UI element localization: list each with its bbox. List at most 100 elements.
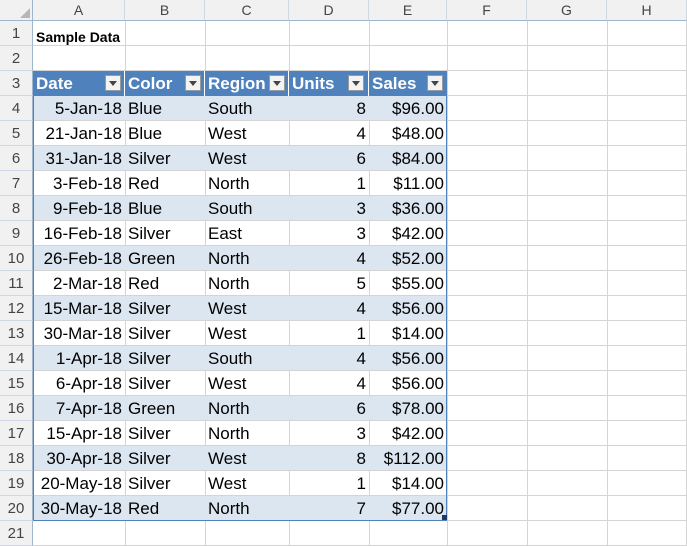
region-filter-dropdown-icon[interactable]	[269, 75, 285, 91]
cell-date[interactable]: 5-Jan-18	[54, 99, 122, 118]
cell-region[interactable]: West	[208, 124, 247, 143]
sample-data-title[interactable]: Sample Data	[36, 29, 121, 45]
row-header[interactable]: 8	[0, 196, 33, 221]
cell-units[interactable]: 1	[356, 324, 366, 343]
column-header-h[interactable]: H	[607, 0, 687, 21]
cell-color[interactable]: Blue	[128, 124, 163, 143]
row-header[interactable]: 19	[0, 471, 33, 496]
column-header-c[interactable]: C	[205, 0, 289, 21]
row-header[interactable]: 1	[0, 21, 33, 46]
cell-region[interactable]: West	[208, 474, 247, 493]
cell-region[interactable]: North	[208, 174, 250, 193]
cell-sales[interactable]: $42.00	[392, 424, 444, 443]
cell-region[interactable]: East	[208, 224, 243, 243]
row-header[interactable]: 16	[0, 396, 33, 421]
column-header-d[interactable]: D	[289, 0, 369, 21]
cell-units[interactable]: 6	[356, 149, 366, 168]
cell-date[interactable]: 2-Mar-18	[53, 274, 122, 293]
cell-units[interactable]: 5	[356, 274, 366, 293]
cell-region[interactable]: North	[208, 274, 250, 293]
row-header[interactable]: 4	[0, 96, 33, 121]
row-header[interactable]: 17	[0, 421, 33, 446]
cell-date[interactable]: 26-Feb-18	[43, 249, 122, 268]
cell-color[interactable]: Silver	[128, 299, 171, 318]
cell-color[interactable]: Green	[128, 399, 176, 418]
cell-color[interactable]: Blue	[128, 99, 163, 118]
cell-color[interactable]: Red	[128, 499, 160, 518]
cell-region[interactable]: South	[208, 99, 253, 118]
cell-units[interactable]: 8	[356, 449, 366, 468]
cell-sales[interactable]: $42.00	[392, 224, 444, 243]
row-header[interactable]: 6	[0, 146, 33, 171]
cell-units[interactable]: 7	[356, 499, 366, 518]
cell-color[interactable]: Silver	[128, 449, 171, 468]
cell-sales[interactable]: $56.00	[392, 349, 444, 368]
cell-sales[interactable]: $56.00	[392, 299, 444, 318]
cell-date[interactable]: 15-Apr-18	[46, 424, 122, 443]
cell-color[interactable]: Silver	[128, 349, 171, 368]
cell-color[interactable]: Red	[128, 274, 160, 293]
row-header[interactable]: 20	[0, 496, 33, 521]
select-all-corner[interactable]	[0, 0, 33, 21]
cell-sales[interactable]: $84.00	[392, 149, 444, 168]
cell-sales[interactable]: $48.00	[392, 124, 444, 143]
cell-sales[interactable]: $36.00	[392, 199, 444, 218]
cell-date[interactable]: 16-Feb-18	[43, 224, 122, 243]
cell-region[interactable]: South	[208, 199, 253, 218]
row-header[interactable]: 5	[0, 121, 33, 146]
cell-date[interactable]: 31-Jan-18	[45, 149, 122, 168]
row-header[interactable]: 3	[0, 71, 33, 96]
cell-color[interactable]: Silver	[128, 224, 171, 243]
row-header[interactable]: 7	[0, 171, 33, 196]
row-header[interactable]: 2	[0, 46, 33, 71]
cell-color[interactable]: Blue	[128, 199, 163, 218]
cell-units[interactable]: 4	[356, 249, 366, 268]
column-header-a[interactable]: A	[33, 0, 125, 21]
cell-region[interactable]: North	[208, 399, 250, 418]
cell-date[interactable]: 1-Apr-18	[55, 349, 122, 368]
cell-units[interactable]: 4	[356, 349, 366, 368]
cell-region[interactable]: North	[208, 249, 250, 268]
cell-region[interactable]: North	[208, 499, 250, 518]
row-header[interactable]: 14	[0, 346, 33, 371]
sales-filter-dropdown-icon[interactable]	[427, 75, 443, 91]
cell-region[interactable]: West	[208, 449, 247, 468]
cell-sales[interactable]: $11.00	[393, 174, 444, 193]
cell-sales[interactable]: $112.00	[383, 449, 444, 468]
cell-color[interactable]: Silver	[128, 374, 171, 393]
cell-units[interactable]: 4	[356, 299, 366, 318]
cell-date[interactable]: 7-Apr-18	[55, 399, 122, 418]
cell-color[interactable]: Silver	[128, 149, 171, 168]
row-header[interactable]: 18	[0, 446, 33, 471]
cell-color[interactable]: Green	[128, 249, 176, 268]
table-resize-handle[interactable]	[442, 515, 447, 520]
cell-sales[interactable]: $78.00	[392, 399, 444, 418]
cell-region[interactable]: West	[208, 149, 247, 168]
cell-date[interactable]: 3-Feb-18	[53, 174, 122, 193]
cell-date[interactable]: 15-Mar-18	[43, 299, 122, 318]
cell-sales[interactable]: $96.00	[392, 99, 444, 118]
cell-sales[interactable]: $56.00	[392, 374, 444, 393]
row-header[interactable]: 10	[0, 246, 33, 271]
cell-units[interactable]: 8	[356, 99, 366, 118]
cell-region[interactable]: North	[208, 424, 250, 443]
column-header-f[interactable]: F	[447, 0, 527, 21]
cell-color[interactable]: Silver	[128, 474, 171, 493]
cell-date[interactable]: 9-Feb-18	[53, 199, 122, 218]
row-header[interactable]: 15	[0, 371, 33, 396]
row-header[interactable]: 13	[0, 321, 33, 346]
cell-date[interactable]: 30-Mar-18	[43, 324, 122, 343]
cell-region[interactable]: West	[208, 324, 247, 343]
date-filter-dropdown-icon[interactable]	[105, 75, 121, 91]
cell-date[interactable]: 21-Jan-18	[45, 124, 122, 143]
cell-units[interactable]: 1	[356, 174, 366, 193]
cell-region[interactable]: South	[208, 349, 253, 368]
column-header-e[interactable]: E	[369, 0, 447, 21]
row-header[interactable]: 9	[0, 221, 33, 246]
cell-color[interactable]: Silver	[128, 424, 171, 443]
row-header[interactable]: 11	[0, 271, 33, 296]
cell-sales[interactable]: $52.00	[392, 249, 444, 268]
cell-sales[interactable]: $14.00	[392, 474, 444, 493]
cell-color[interactable]: Red	[128, 174, 160, 193]
